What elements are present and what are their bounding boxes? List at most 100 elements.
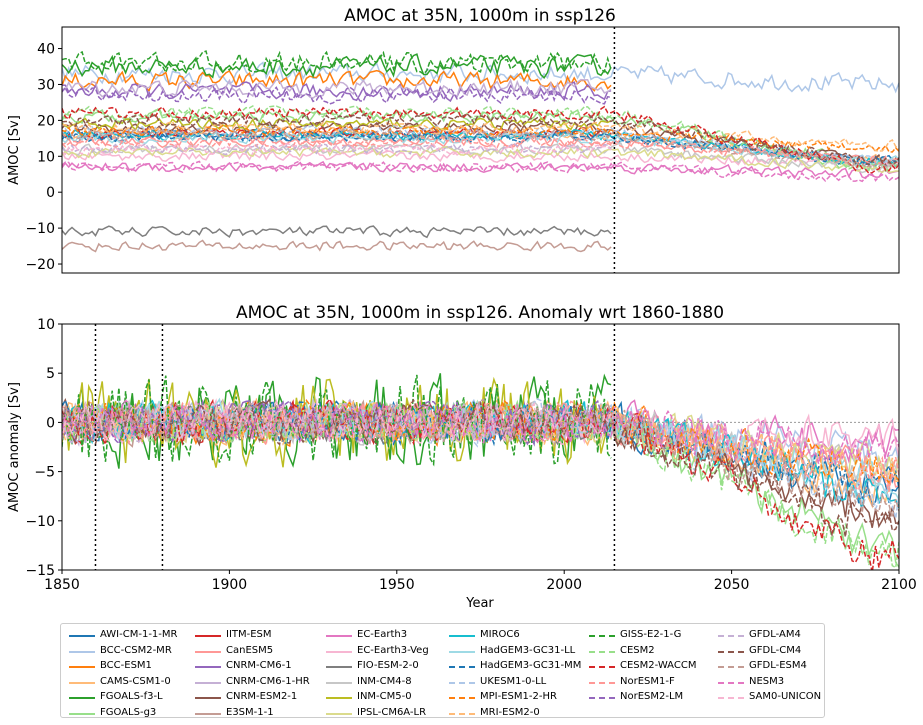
legend-swatch xyxy=(718,666,744,669)
series-line-ukesm1-0-ll xyxy=(62,124,899,166)
legend-swatch xyxy=(326,697,352,700)
series-line-noresm2-lm xyxy=(62,85,612,105)
legend-label: HadGEM3-GC31-LL xyxy=(480,644,576,656)
legend-swatch xyxy=(195,666,221,669)
p1-ytick-label: −20 xyxy=(25,257,55,273)
legend-swatch xyxy=(326,681,352,684)
panel-2-overlay: −15 −10 −5 0 5 10 1850 1900 1950 2000 2050 2100 xyxy=(25,317,916,593)
legend-swatch xyxy=(449,635,475,637)
series-line-fio-esm-2-0 xyxy=(62,225,612,239)
legend-label: HadGEM3-GC31-MM xyxy=(480,660,582,672)
panel-1-overlay: −20 −10 0 10 20 30 40 xyxy=(25,26,900,274)
legend-label: INM-CM4-8 xyxy=(357,675,412,687)
panel-2-ylabel: AMOC anomaly [Sv] xyxy=(7,382,22,512)
p2-ytick-label: 5 xyxy=(46,366,55,382)
p2-ytick-label: 10 xyxy=(37,317,55,333)
legend-swatch xyxy=(449,712,475,715)
legend-label: CNRM-ESM2-1 xyxy=(226,691,298,703)
series-line-cnrm-cm6-1-hr xyxy=(62,78,612,99)
legend-swatch xyxy=(69,666,95,669)
legend-label: EC-Earth3 xyxy=(357,629,408,640)
legend-label: BCC-CSM2-MR xyxy=(100,644,172,656)
p1-ytick-label: 20 xyxy=(37,113,55,129)
legend-label: AWI-CM-1-1-MR xyxy=(100,629,178,640)
legend-swatch xyxy=(69,650,95,653)
p2-ytick-label: −10 xyxy=(25,514,55,530)
legend-swatch xyxy=(589,650,615,653)
legend-swatch xyxy=(449,650,475,653)
legend-label: SAM0-UNICON xyxy=(749,691,822,703)
p1-ytick-label: 10 xyxy=(37,149,55,165)
legend-label: NorESM1-F xyxy=(620,675,675,687)
p1-ytick-label: 0 xyxy=(46,185,55,201)
legend-label: BCC-ESM1 xyxy=(100,660,152,672)
p2-xtick-label: 2050 xyxy=(714,577,750,593)
legend-swatch xyxy=(326,635,352,637)
legend-label: INM-CM5-0 xyxy=(357,691,412,703)
legend-label: E3SM-1-1 xyxy=(226,706,274,718)
legend-label: FGOALS-g3 xyxy=(100,706,157,718)
legend-label: MRI-ESM2-0 xyxy=(480,706,540,718)
p2-ytick-label: −5 xyxy=(34,465,55,481)
legend-swatch xyxy=(718,697,744,700)
series-line-cesm2 xyxy=(62,104,899,172)
chart-canvas: −20 −10 0 10 20 30 40 AMOC at 35N, 1000m in ss… xyxy=(7,6,917,611)
legend-swatch xyxy=(195,697,221,700)
series-line-mpi-esm1-2-hr xyxy=(62,124,899,153)
legend-label: CanESM5 xyxy=(226,644,274,656)
legend-label: MIROC6 xyxy=(480,629,520,640)
panel-2-xlabel: Year xyxy=(465,596,494,611)
legend-label: IITM-ESM xyxy=(226,629,272,640)
anomaly-line-nesm3 xyxy=(62,399,899,466)
panel-1-frame xyxy=(61,26,900,274)
legend-label: CAMS-CSM1-0 xyxy=(100,675,171,687)
p1-ytick-label: −10 xyxy=(25,221,55,237)
legend-swatch xyxy=(326,650,352,653)
legend-swatch xyxy=(718,681,744,684)
legend-swatch xyxy=(589,666,615,669)
series-line-inm-cm5-0 xyxy=(62,117,612,131)
p2-xtick-label: 1900 xyxy=(212,577,248,593)
legend-label: CNRM-CM6-1-HR xyxy=(226,675,310,687)
series-line-fgoals-f3-l xyxy=(62,53,612,79)
legend-label: GFDL-AM4 xyxy=(749,629,801,640)
legend-swatch xyxy=(69,681,95,684)
legend-swatch xyxy=(718,650,744,653)
legend-label: GFDL-CM4 xyxy=(749,644,802,656)
p2-ytick-label: −15 xyxy=(25,563,55,579)
p2-ytick-label: 0 xyxy=(46,415,55,431)
legend-swatch xyxy=(449,681,475,684)
legend-swatch xyxy=(589,681,615,684)
series-line-ipsl-cm6a-lr xyxy=(62,145,899,174)
series-line-nesm3 xyxy=(62,160,899,183)
series-line-noresm1-f xyxy=(62,134,899,165)
series-line-giss-e2-1-g xyxy=(62,50,612,75)
legend-label: UKESM1-0-LL xyxy=(480,675,547,687)
legend-swatch xyxy=(195,635,221,637)
p2-xtick-label: 2000 xyxy=(546,577,582,593)
legend-label: MPI-ESM1-2-HR xyxy=(480,691,557,703)
legend-swatch xyxy=(69,697,95,700)
p2-xtick-label: 1850 xyxy=(44,577,80,593)
legend-swatch xyxy=(195,650,221,653)
p2-xtick-label: 1950 xyxy=(379,577,415,593)
legend-label: FGOALS-f3-L xyxy=(100,691,163,703)
anomaly-line-sam0-unicon xyxy=(62,398,612,445)
panel-2-lines xyxy=(62,373,899,570)
legend-label: CESM2-WACCM xyxy=(620,660,697,672)
legend-swatch xyxy=(449,666,475,669)
legend-swatch xyxy=(195,712,221,715)
p1-ytick-label: 30 xyxy=(37,77,55,93)
series-line-ec-earth3-veg xyxy=(62,149,899,169)
p1-ytick-label: 40 xyxy=(37,42,55,58)
legend-swatch xyxy=(589,697,615,700)
legend-swatch xyxy=(326,666,352,669)
series-line-e3sm-1-1 xyxy=(62,239,612,253)
panel-1-ylabel: AMOC [Sv] xyxy=(7,115,22,185)
legend-label: EC-Earth3-Veg xyxy=(357,644,429,656)
legend-label: IPSL-CM6A-LR xyxy=(357,706,427,718)
legend-label: GFDL-ESM4 xyxy=(749,660,807,672)
series-line-gfdl-cm4 xyxy=(62,113,899,167)
legend: AWI-CM-1-1-MR BCC-CSM2-MR BCC-ESM1 CAMS-CSM… xyxy=(60,623,825,718)
